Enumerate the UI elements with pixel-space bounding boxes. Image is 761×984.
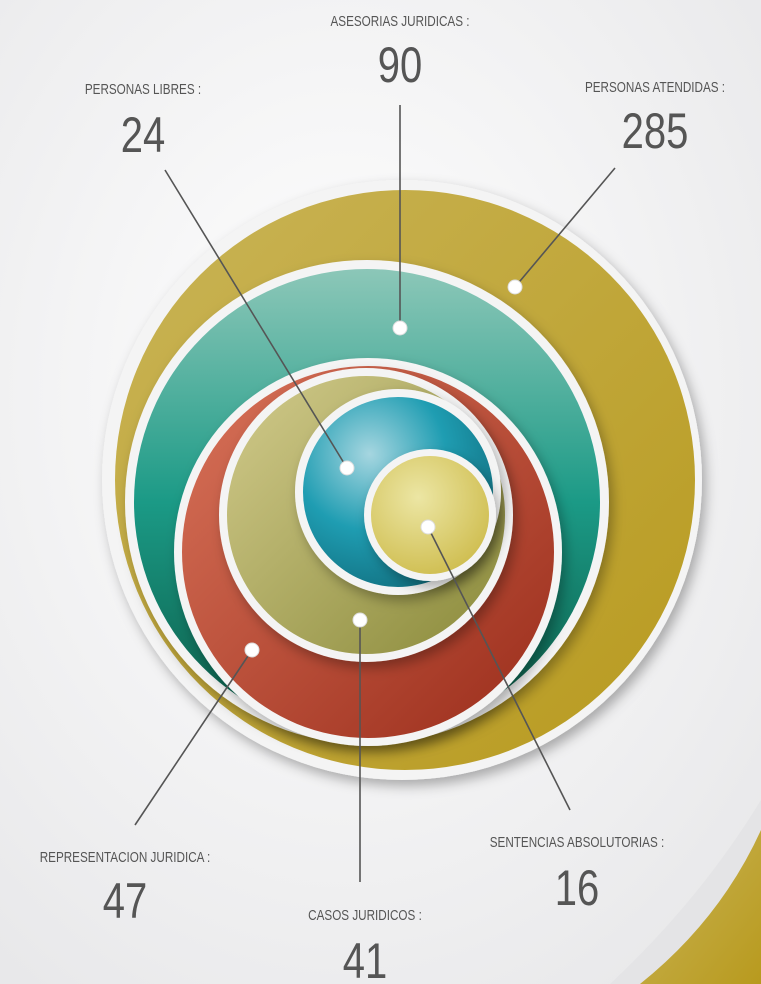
item-value: 47 [103, 873, 147, 929]
leader-line [427, 526, 571, 811]
item-value: 24 [121, 107, 165, 163]
marker-dot [339, 460, 355, 476]
marker-dot [392, 320, 408, 336]
callouts: ASESORIAS JURIDICAS : 90 PERSONAS LIBRES :… [40, 13, 725, 984]
item-value: 16 [555, 860, 599, 916]
item-value: 90 [378, 37, 422, 93]
item-label: ASESORIAS JURIDICAS : [331, 13, 470, 30]
item-label: PERSONAS LIBRES : [85, 81, 201, 98]
ring-yellow [371, 456, 489, 574]
marker-dot [420, 519, 436, 535]
leader-line [164, 169, 348, 469]
item-value: 285 [622, 103, 689, 159]
leader-line [134, 649, 253, 826]
leader-line [514, 167, 616, 288]
item-label: PERSONAS ATENDIDAS : [585, 79, 725, 96]
marker-dot [244, 642, 260, 658]
marker-dot [352, 612, 368, 628]
item-label: REPRESENTACION JURIDICA : [40, 849, 211, 866]
item-label: SENTENCIAS ABSOLUTORIAS : [490, 834, 665, 851]
item-label: CASOS JURIDICOS : [308, 907, 422, 924]
marker-dot [507, 279, 523, 295]
swoosh-gold [640, 830, 761, 984]
item-value: 41 [343, 933, 387, 984]
circles [102, 180, 702, 780]
